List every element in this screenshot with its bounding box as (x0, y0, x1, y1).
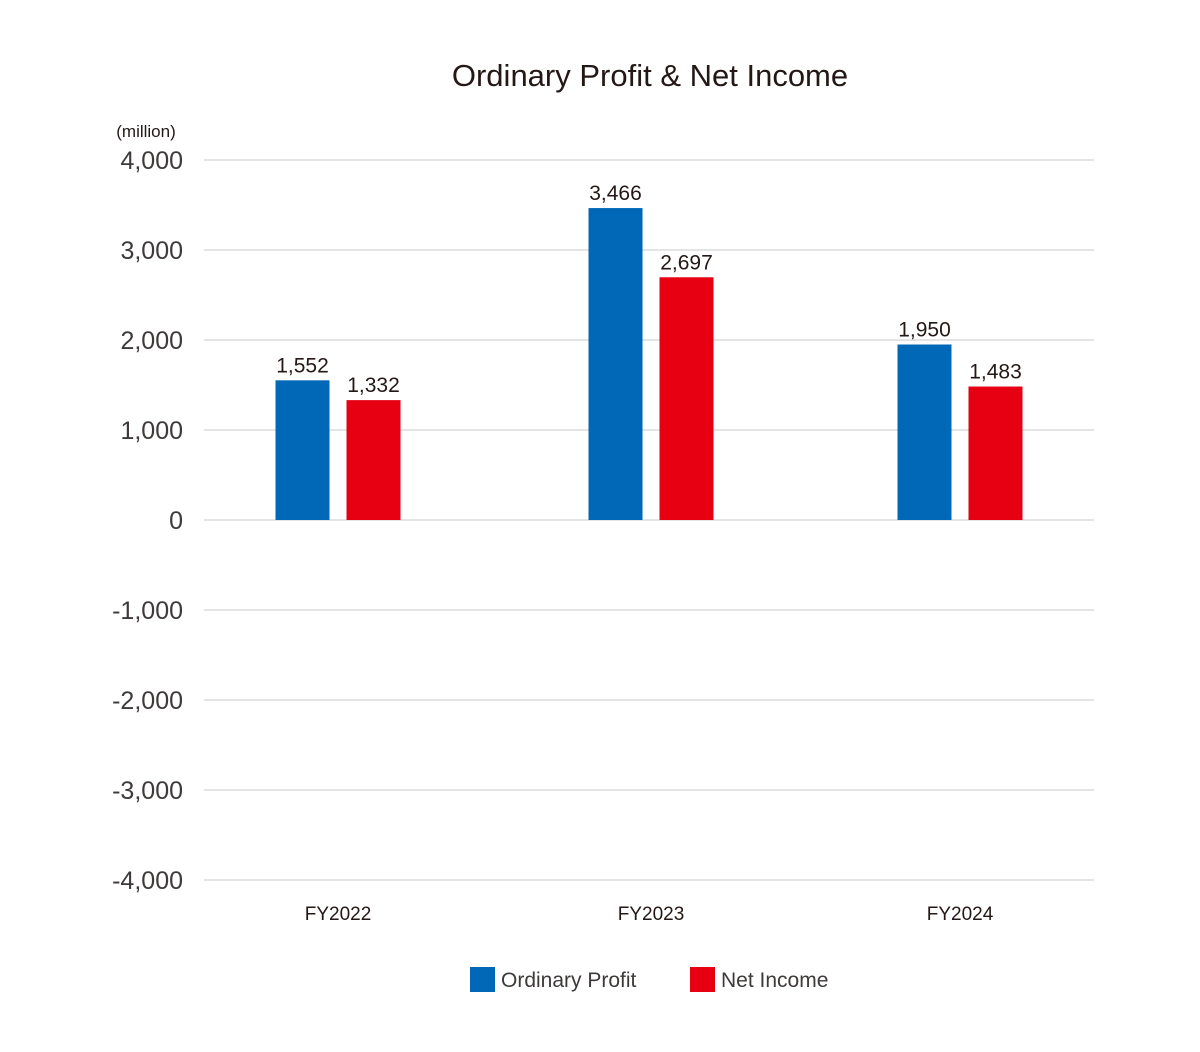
y-axis-tick-labels: 4,000 3,000 2,000 1,000 0 -1,000 -2,000 -3,000 -… (112, 147, 183, 895)
y-tick-label: 1,000 (120, 417, 183, 445)
legend-label: Net Income (721, 969, 828, 992)
y-axis-unit-label: (million) (116, 122, 176, 141)
legend: Ordinary Profit Net Income (470, 967, 828, 992)
y-tick-label: 3,000 (120, 237, 183, 265)
data-label: 1,332 (347, 374, 400, 397)
gridlines (204, 159, 1094, 881)
x-tick-label: FY2024 (927, 904, 994, 925)
y-tick-label: -3,000 (112, 777, 183, 805)
x-tick-label: FY2022 (305, 904, 372, 925)
bar-net-income-fy2022 (346, 400, 401, 520)
data-labels: 1,552 1,332 3,466 2,697 1,950 1,483 (276, 182, 1022, 397)
x-tick-label: FY2023 (618, 904, 685, 925)
bar-ordinary-profit-fy2022 (275, 380, 330, 520)
bar-net-income-fy2024 (968, 386, 1023, 520)
legend-label: Ordinary Profit (501, 969, 637, 992)
data-label: 1,552 (276, 354, 329, 377)
y-tick-label: 4,000 (120, 147, 183, 175)
y-tick-label: 2,000 (120, 327, 183, 355)
chart-title: Ordinary Profit & Net Income (452, 58, 848, 93)
bars (275, 208, 1023, 520)
y-tick-label: -2,000 (112, 687, 183, 715)
bar-ordinary-profit-fy2024 (897, 344, 952, 520)
bar-ordinary-profit-fy2023 (588, 208, 643, 520)
data-label: 1,483 (969, 361, 1022, 384)
data-label: 2,697 (660, 251, 713, 274)
data-label: 1,950 (898, 319, 951, 342)
legend-swatch (690, 967, 715, 992)
y-tick-label: -4,000 (112, 867, 183, 895)
y-tick-label: -1,000 (112, 597, 183, 625)
bar-net-income-fy2023 (659, 277, 714, 520)
data-label: 3,466 (589, 182, 642, 205)
legend-swatch (470, 967, 495, 992)
x-axis-tick-labels: FY2022 FY2023 FY2024 (305, 904, 994, 925)
y-tick-label: 0 (169, 507, 183, 535)
